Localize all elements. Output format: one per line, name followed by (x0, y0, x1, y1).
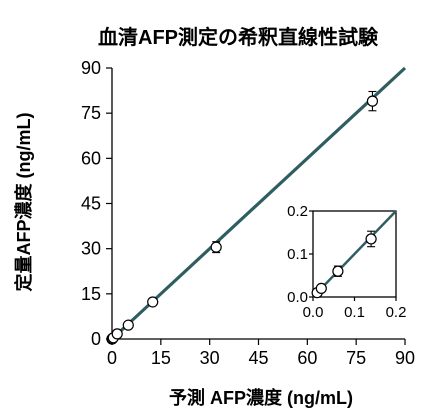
inset-y-tick-label: 0.0 (287, 289, 308, 306)
main-x-tick-label: 15 (151, 348, 171, 368)
inset-x-tick-label: 0.1 (344, 304, 365, 321)
main-data-point (366, 95, 379, 107)
inset-data-point (315, 282, 327, 294)
inset-x-tick-label: 0.0 (303, 304, 324, 321)
main-x-ticks: 0 15 30 45 60 75 90 (107, 339, 415, 368)
inset-chart: 0.0 0.1 0.2 0.0 0.1 0.2 (287, 203, 406, 321)
main-y-tick-label: 45 (81, 194, 101, 214)
main-x-tick-label: 0 (107, 348, 117, 368)
inset-x-tick-label: 0.2 (386, 304, 407, 321)
main-y-tick-label: 30 (81, 239, 101, 259)
main-plot-area (106, 66, 407, 345)
main-y-tick-label: 90 (81, 58, 101, 78)
inset-data-point (332, 265, 344, 277)
inset-y-tick-label: 0.2 (287, 203, 308, 220)
main-x-tick-label: 60 (297, 348, 317, 368)
main-y-ticks: 0 15 30 45 60 75 90 (81, 58, 112, 349)
main-x-tick-label: 90 (395, 348, 415, 368)
inset-data-point (365, 233, 377, 245)
main-fit-line (110, 66, 407, 341)
inset-plot-area (311, 210, 397, 299)
inset-x-ticks: 0.0 0.1 0.2 (303, 297, 407, 321)
inset-y-ticks: 0.0 0.1 0.2 (287, 203, 313, 306)
main-x-tick-label: 45 (248, 348, 268, 368)
main-data-point (147, 296, 159, 308)
chart-title: 血清AFP測定の希釈直線性試験 (98, 25, 379, 49)
main-y-tick-label: 75 (81, 103, 101, 123)
main-x-tick-label: 30 (200, 348, 220, 368)
main-y-tick-label: 0 (91, 329, 101, 349)
inset-y-tick-label: 0.1 (287, 246, 308, 263)
main-y-tick-label: 15 (81, 284, 101, 304)
main-data-point (210, 241, 222, 253)
main-data-point (111, 328, 123, 340)
y-axis-title: 定量AFP濃度 (ng/mL) (13, 113, 34, 292)
inset-fit-line (312, 210, 397, 298)
main-y-tick-label: 60 (81, 148, 101, 168)
x-axis-title: 予測 AFP濃度 (ng/mL) (169, 387, 353, 408)
main-data-point (122, 319, 134, 331)
main-x-tick-label: 75 (346, 348, 366, 368)
